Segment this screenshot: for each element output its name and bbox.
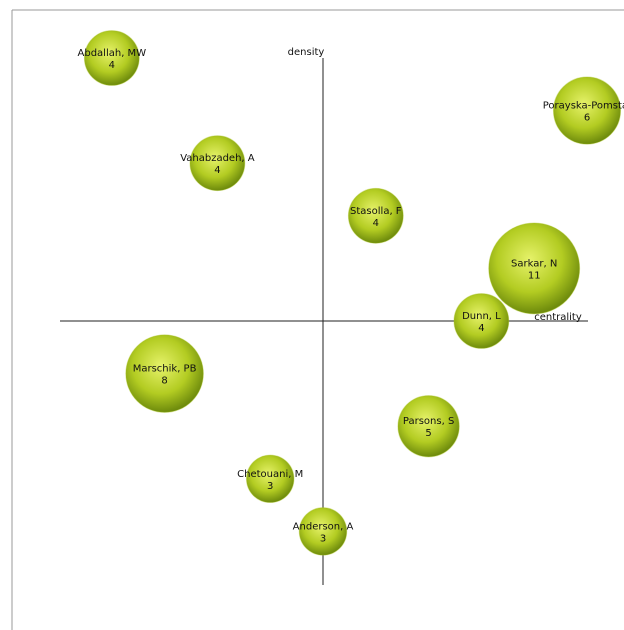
bubble	[453, 293, 510, 349]
bubble	[189, 135, 246, 192]
bubble	[347, 187, 404, 244]
bubble-label: Dunn, L	[462, 311, 501, 322]
y-axis-label: density	[288, 47, 325, 58]
bubble-size-label: 8	[161, 376, 167, 387]
bubble-label: Sarkar, N	[511, 258, 557, 269]
bubble-size-label: 4	[373, 218, 379, 229]
bubble-label: Vahabzadeh, A	[180, 153, 255, 164]
bubble	[397, 395, 460, 458]
bubble-size-label: 4	[214, 165, 220, 176]
bubble	[245, 454, 295, 504]
bubble-label: Stasolla, F	[350, 206, 402, 217]
bubble	[298, 507, 348, 556]
bubble	[552, 76, 622, 145]
bubble-label: Anderson, A	[293, 521, 354, 532]
bubble	[125, 334, 204, 413]
bubble	[83, 30, 140, 86]
bubble-label: Chetouani, M	[237, 469, 303, 480]
bubble-size-label: 11	[528, 270, 541, 281]
bubble-label: Abdallah, MW	[78, 48, 147, 59]
bubble-size-label: 4	[478, 323, 484, 334]
bubble-label: Parsons, S	[403, 416, 454, 427]
bubble-size-label: 3	[320, 533, 326, 544]
bubble-label: Porayska-Pomsta,	[543, 101, 624, 112]
bubble-size-label: 4	[109, 60, 115, 71]
bubble-size-label: 5	[425, 428, 431, 439]
bubble-size-label: 3	[267, 481, 273, 492]
bubble-size-label: 6	[584, 113, 590, 124]
x-axis-label: centrality	[534, 312, 582, 323]
bubble-label: Marschik, PB	[133, 364, 197, 375]
bubble	[488, 222, 581, 315]
